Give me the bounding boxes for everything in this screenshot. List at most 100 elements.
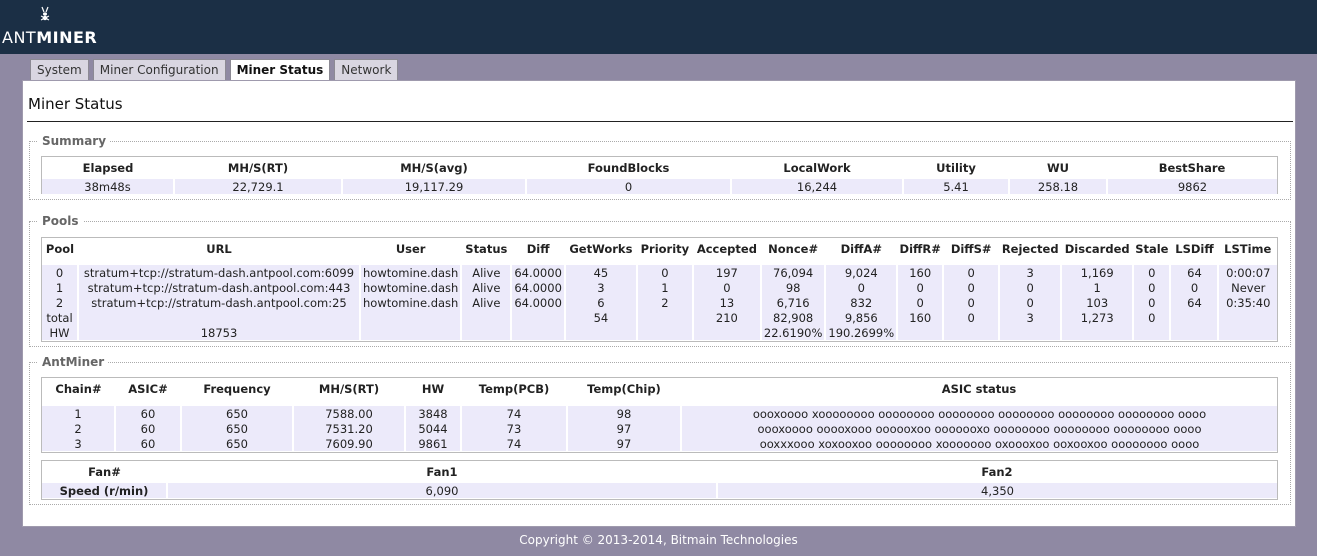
table-cell: 98 (567, 406, 682, 421)
table-cell: 1,273 (1061, 310, 1135, 325)
table-cell: 82,908 (760, 310, 827, 325)
pools-legend: Pools (42, 214, 79, 228)
table-cell: 7609.90 (293, 436, 406, 451)
tab-system[interactable]: System (30, 59, 89, 80)
table-cell (461, 310, 513, 325)
table-cell: 22.6190% (760, 325, 827, 340)
fans-box: Fan# Fan1 Fan2 Speed (r/min) 6,090 4,350 (41, 460, 1278, 500)
summary-header: Elapsed (82, 161, 134, 175)
table-cell: 64.0000 (511, 280, 566, 295)
chains-header: Chain# (55, 382, 102, 396)
table-cell: howtomine.dash (360, 265, 463, 280)
summary-cell: 258.18 (1009, 179, 1108, 194)
table-cell: 60 (115, 406, 182, 421)
table-cell: 0 (897, 295, 945, 310)
table-cell (897, 325, 945, 340)
chain-row: 1 60 650 7588.00 3848 74 98 oooxoooo xoooooooo … (42, 406, 1277, 421)
pools-header: Pool (45, 242, 75, 256)
pools-header: LSTime (1224, 242, 1272, 256)
summary-header: Utility (936, 161, 976, 175)
pools-header: Priority (640, 242, 690, 256)
summary-cell: 0 (526, 179, 732, 194)
table-cell: 3848 (405, 406, 462, 421)
pools-table: Pool URL User Status Diff GetWorks Prior… (42, 238, 1277, 340)
table-cell: 6 (564, 295, 638, 310)
table-cell: oooxoooo xoooooooo oooooooo oooooooo ooo… (681, 406, 1277, 421)
chains-body: 1 60 650 7588.00 3848 74 98 oooxoooo xoooooooo … (42, 406, 1277, 451)
table-cell: 64 (1170, 265, 1220, 280)
table-cell: Alive (461, 265, 513, 280)
table-cell: 2 (42, 421, 116, 436)
summary-table: Elapsed MH/S(RT) MH/S(avg) FoundBlocks L… (42, 157, 1277, 194)
chains-header: ASIC# (128, 382, 168, 396)
summary-header: LocalWork (783, 161, 851, 175)
table-cell (360, 325, 463, 340)
table-cell: 54 (564, 310, 638, 325)
pools-header: DiffR# (899, 242, 941, 256)
table-cell: 0 (692, 280, 762, 295)
summary-cell: 38m48s (42, 179, 175, 194)
chains-header-row: Chain# ASIC# Frequency MH/S(RT) HW Temp(… (42, 378, 1277, 400)
table-cell: stratum+tcp://stratum-dash.antpool.com:4… (78, 280, 361, 295)
table-cell (511, 325, 566, 340)
tab-miner-status[interactable]: Miner Status (229, 59, 331, 81)
pools-header: Rejected (1001, 242, 1059, 256)
table-cell: Alive (461, 280, 513, 295)
title-divider (27, 121, 1293, 122)
table-cell: 160 (897, 265, 945, 280)
table-cell: HW (42, 325, 79, 340)
table-cell: 650 (181, 406, 294, 421)
pools-header: DiffA# (840, 242, 882, 256)
table-cell: 7588.00 (293, 406, 406, 421)
pools-header: LSDiff (1175, 242, 1214, 256)
antminer-legend: AntMiner (42, 355, 105, 369)
table-cell: 13 (692, 295, 762, 310)
table-cell: 0 (42, 265, 79, 280)
summary-box: Elapsed MH/S(RT) MH/S(avg) FoundBlocks L… (41, 156, 1278, 194)
antminer-logo[interactable]: ANTMINER (2, 2, 97, 50)
table-cell: 1 (42, 406, 116, 421)
table-cell (1133, 325, 1172, 340)
table-cell: 210 (692, 310, 762, 325)
tab-miner-configuration[interactable]: Miner Configuration (92, 59, 226, 80)
chains-table: Chain# ASIC# Frequency MH/S(RT) HW Temp(… (42, 378, 1277, 451)
chains-header: ASIC status (941, 382, 1017, 396)
footer-copyright: Copyright © 2013-2014, Bitmain Technolog… (519, 533, 798, 547)
pools-header: Nonce# (768, 242, 819, 256)
table-cell: 0 (943, 295, 1001, 310)
table-cell: 103 (1061, 295, 1135, 310)
fans-header: Fan2 (981, 465, 1013, 479)
pools-header: Stale (1135, 242, 1169, 256)
tab-network[interactable]: Network (334, 59, 399, 80)
table-cell: 0:35:40 (1218, 295, 1277, 310)
table-cell: 0 (825, 280, 899, 295)
table-cell: 5044 (405, 421, 462, 436)
top-header: ANTMINER (0, 0, 1317, 54)
table-cell: 3 (999, 310, 1063, 325)
table-cell: 0:00:07 (1218, 265, 1277, 280)
table-cell: 18753 (78, 325, 361, 340)
table-cell: ooxxxooo xoxooxoo oooooooo xooooooo oxoo… (681, 436, 1277, 451)
fans-speed-label: Speed (r/min) (42, 483, 168, 498)
fans-header: Fan# (88, 465, 121, 479)
table-cell: 9,856 (825, 310, 899, 325)
table-cell: 0 (897, 280, 945, 295)
pool-row: 1 stratum+tcp://stratum-dash.antpool.com:… (42, 280, 1277, 295)
table-cell: 64.0000 (511, 265, 566, 280)
pools-header: DiffS# (950, 242, 992, 256)
pools-header: Diff (526, 242, 550, 256)
summary-header: WU (1046, 161, 1070, 175)
chains-header: Temp(Chip) (587, 382, 661, 396)
chain-row: 2 60 650 7531.20 5044 73 97 oooxoooo ooooxooo o… (42, 421, 1277, 436)
table-cell (943, 325, 1001, 340)
table-cell: 98 (760, 280, 827, 295)
table-cell (1061, 325, 1135, 340)
table-cell: 2 (42, 295, 79, 310)
fans-speed-row: Speed (r/min) 6,090 4,350 (42, 483, 1277, 498)
fans-header: Fan1 (426, 465, 458, 479)
pools-body: 0 stratum+tcp://stratum-dash.antpool.com:… (42, 265, 1277, 340)
tab-bar: System Miner Configuration Miner Status … (30, 59, 402, 81)
table-cell (1218, 325, 1277, 340)
table-cell: 2 (636, 295, 694, 310)
table-cell: 190.2699% (825, 325, 899, 340)
